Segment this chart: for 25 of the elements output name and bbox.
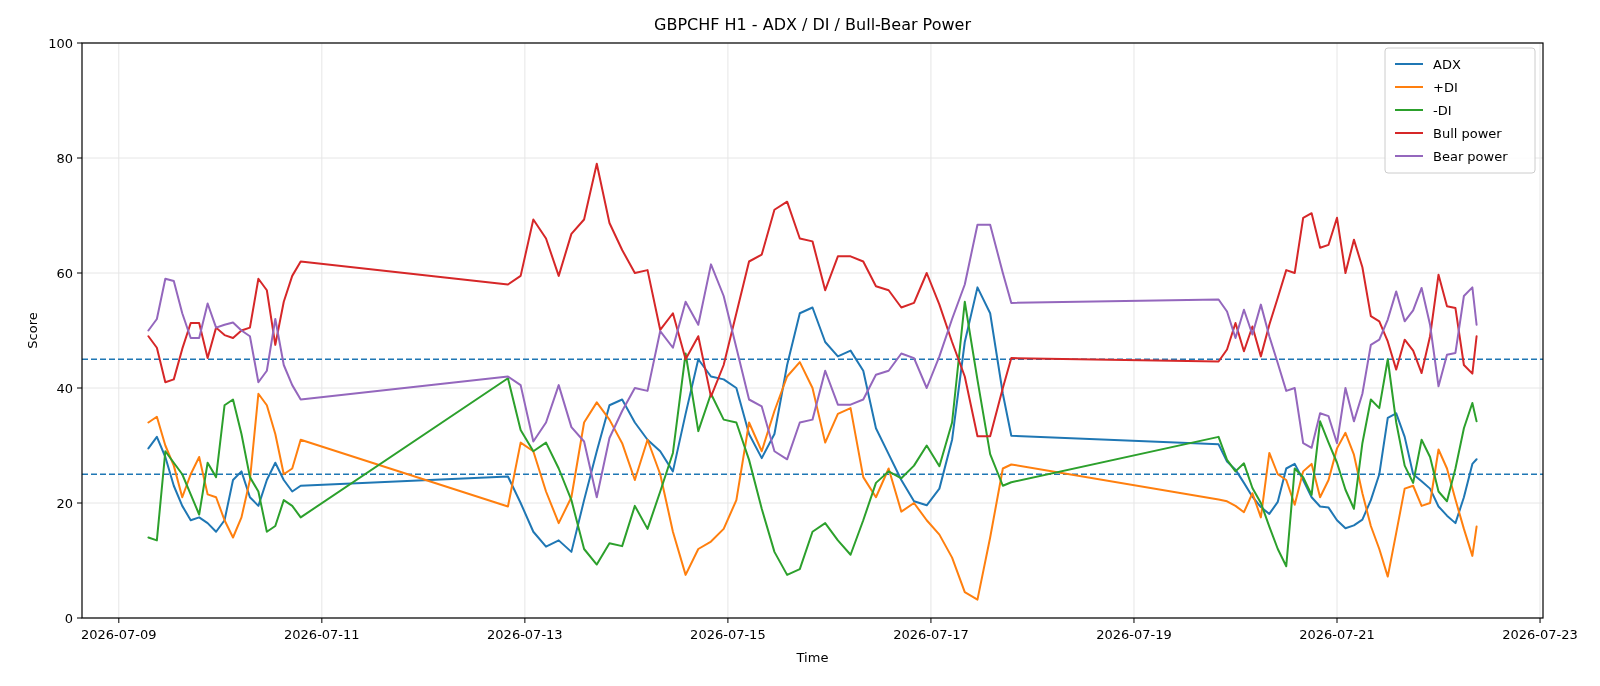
x-tick-label: 2026-07-19 [1096,627,1172,642]
x-tick-label: 2026-07-21 [1299,627,1375,642]
y-tick-label: 100 [48,36,73,51]
chart-title: GBPCHF H1 - ADX / DI / Bull-Bear Power [654,15,972,34]
x-axis-title: Time [795,650,829,665]
y-tick-label: 40 [56,381,73,396]
x-tick-label: 2026-07-11 [284,627,360,642]
y-tick-label: 0 [64,611,73,626]
x-tick-label: 2026-07-13 [487,627,563,642]
legend-label: Bear power [1433,149,1509,164]
x-tick-label: 2026-07-23 [1502,627,1578,642]
x-tick-label: 2026-07-09 [81,627,157,642]
line-series [147,361,1478,601]
y-axis-title: Score [25,312,40,349]
line-series [147,223,1478,499]
y-tick-label: 80 [56,151,73,166]
x-tick-label: 2026-07-15 [690,627,766,642]
legend-label: +DI [1433,80,1458,95]
line-series [147,162,1478,438]
y-tick-label: 60 [56,266,73,281]
legend-label: -DI [1433,103,1452,118]
x-tick-label: 2026-07-17 [893,627,969,642]
legend-label: ADX [1433,57,1461,72]
y-tick-label: 20 [56,496,73,511]
legend-label: Bull power [1433,126,1503,141]
